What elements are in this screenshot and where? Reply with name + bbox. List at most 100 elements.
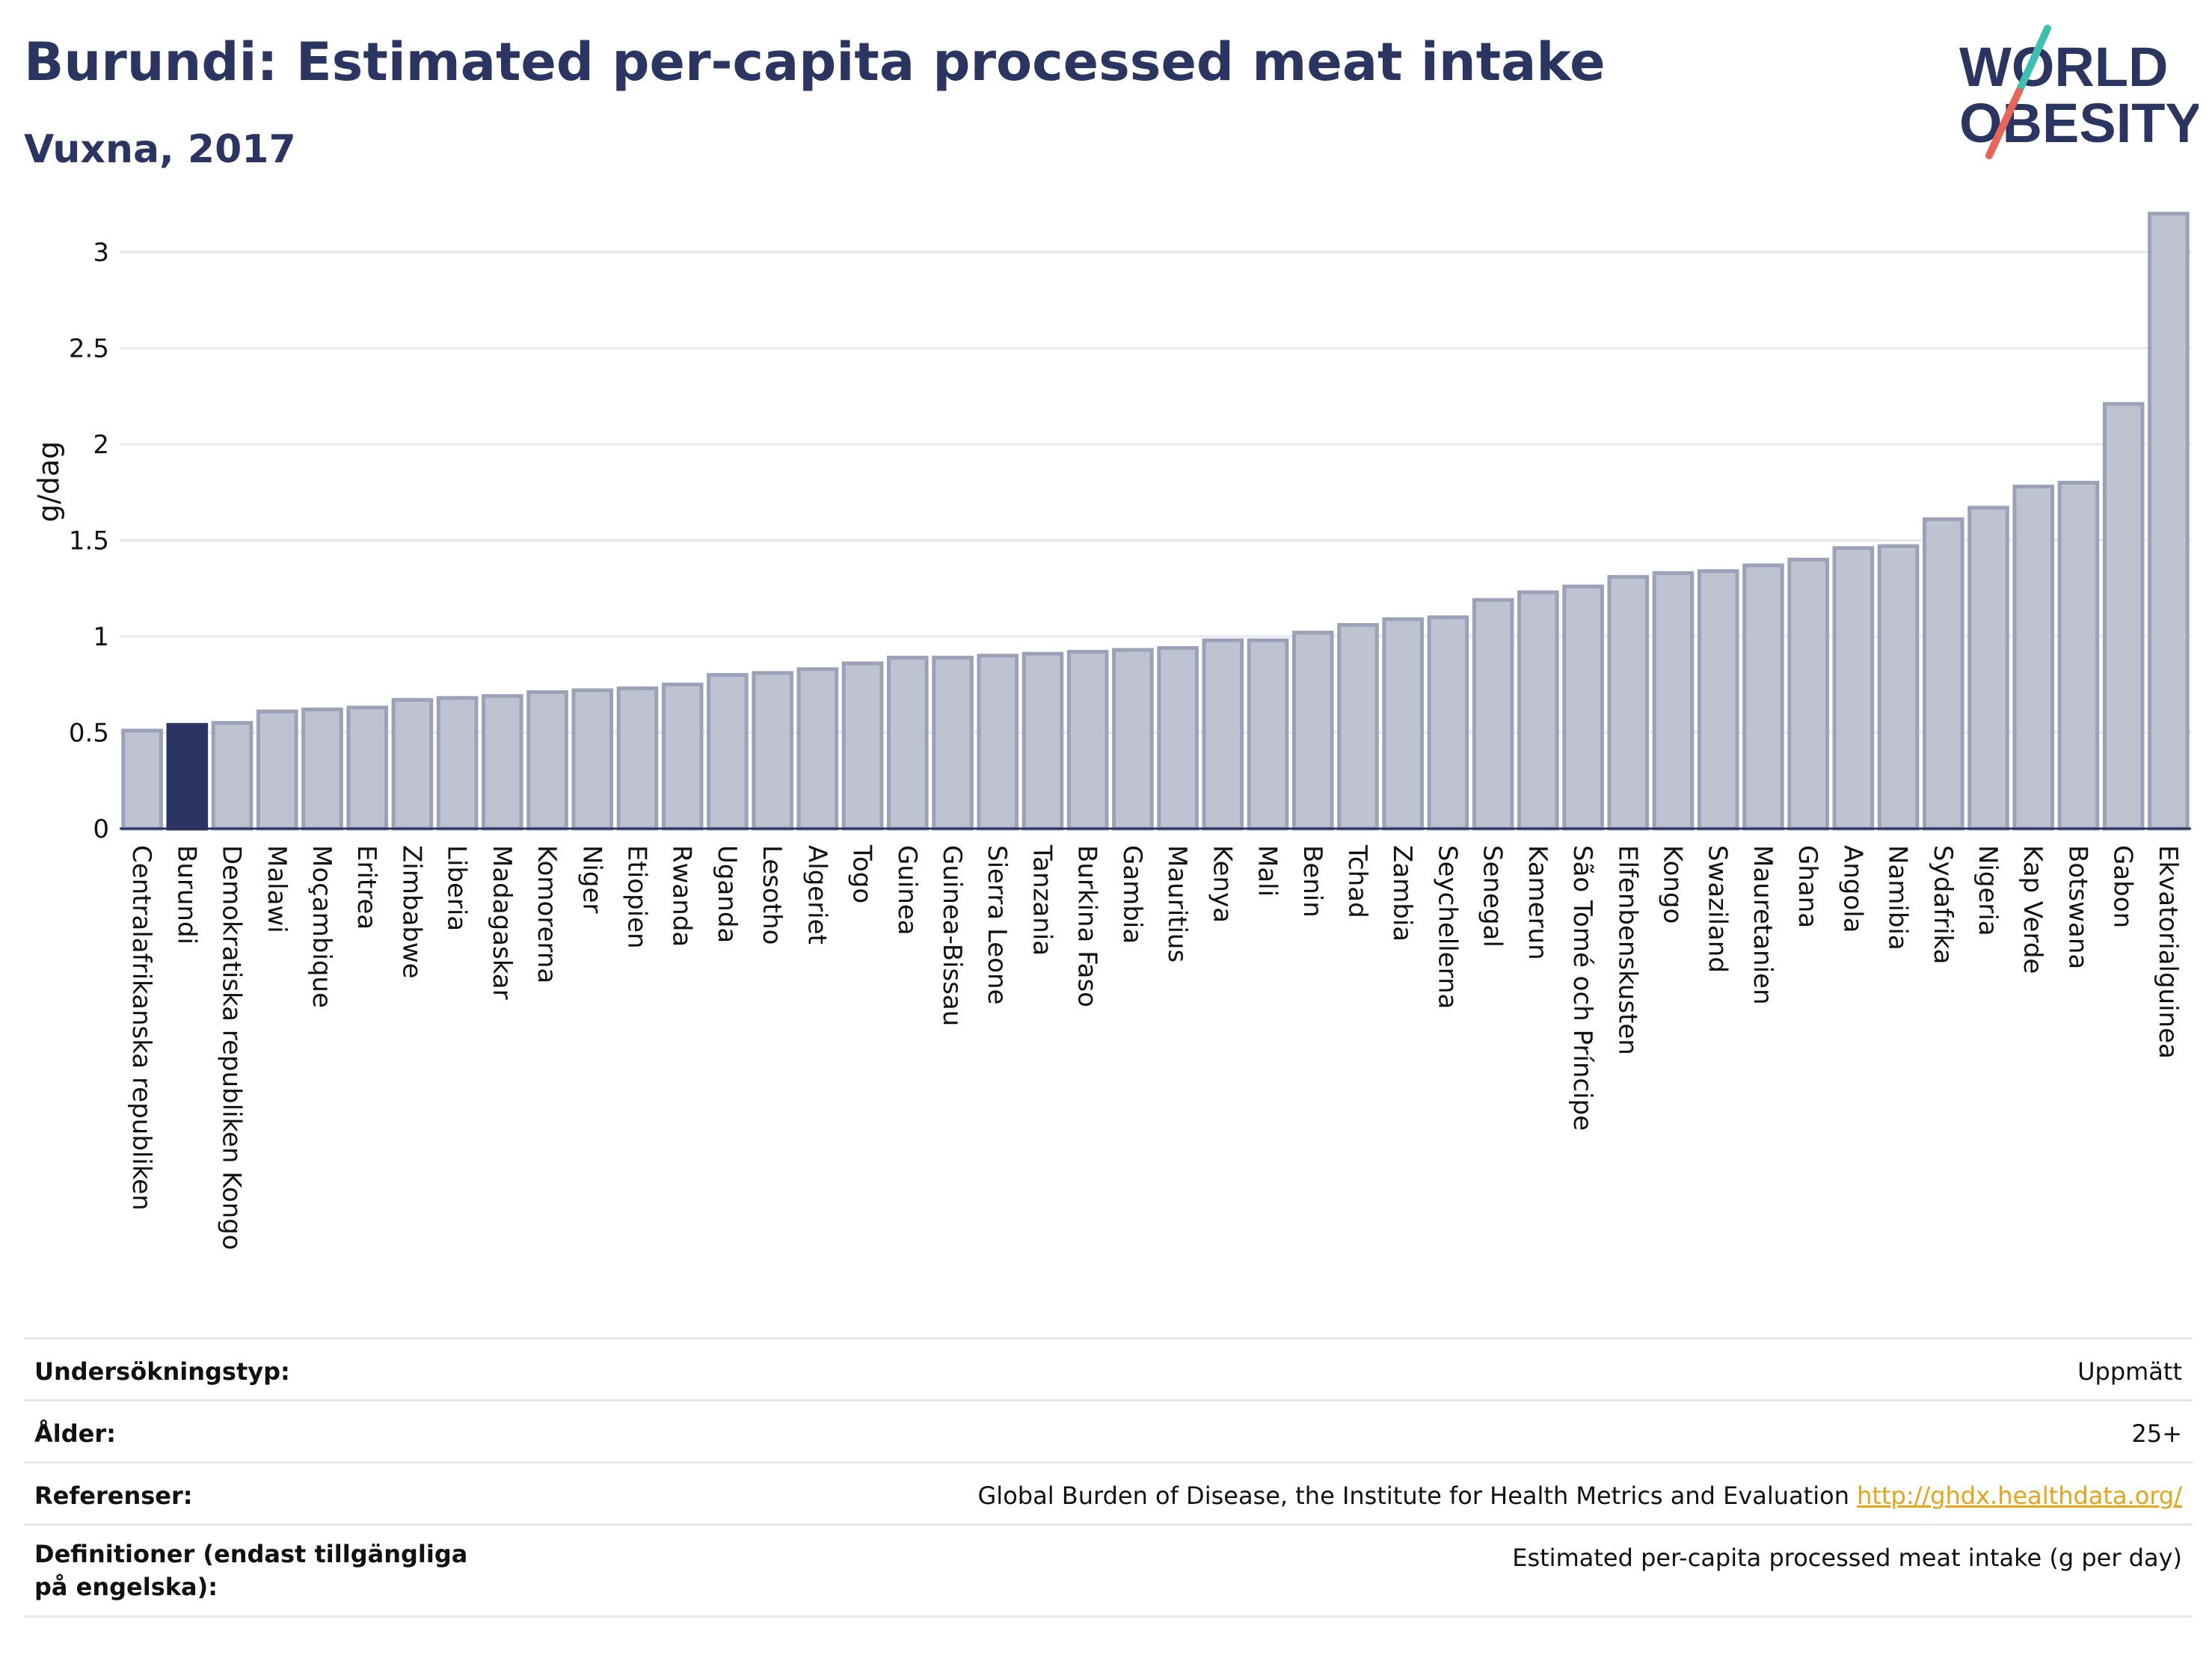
bar-tanzania[interactable] — [1021, 651, 1064, 831]
bar-ghana[interactable] — [1787, 557, 1829, 831]
bar-guinea-bissau[interactable] — [932, 655, 974, 831]
chart-title: Burundi: Estimated per-capita processed … — [24, 31, 1606, 93]
bar-tchad[interactable] — [1337, 623, 1379, 831]
bar-senegal[interactable] — [1472, 598, 1514, 831]
bar-burundi[interactable] — [166, 722, 209, 831]
x-tick-label: Etiopien — [622, 845, 652, 949]
x-tick-label: Tanzania — [1027, 844, 1057, 956]
x-tick-label: Kamerun — [1523, 845, 1552, 960]
x-tick-label: Sydafrika — [1928, 845, 1958, 964]
bar-namibia[interactable] — [1877, 544, 1920, 831]
bar-guinea[interactable] — [887, 655, 929, 831]
x-tick-label: Botswana — [2062, 845, 2092, 969]
x-tick-label: Burundi — [171, 845, 201, 945]
bar-togo[interactable] — [841, 661, 884, 831]
info-value-text: 25+ — [2131, 1419, 2182, 1448]
x-tick-label: Benin — [1297, 845, 1327, 918]
bar-nigeria[interactable] — [1967, 506, 2009, 831]
bar-eritrea[interactable] — [346, 705, 388, 831]
bar-malawi[interactable] — [256, 709, 298, 831]
bar-ekvatorialguinea[interactable] — [2148, 212, 2190, 831]
bar-mauritius[interactable] — [1157, 645, 1199, 831]
x-tick-label: Liberia — [442, 845, 472, 931]
bar-s-o-tom-och-pr-ncipe[interactable] — [1562, 584, 1604, 831]
x-tick-label: Sierra Leone — [982, 845, 1012, 1004]
bars — [121, 212, 2190, 831]
reference-link[interactable]: http://ghdx.healthdata.org/ — [1857, 1481, 2182, 1510]
logo-slash-teal — [2015, 25, 2051, 95]
bar-centralafrikanska-republiken[interactable] — [121, 728, 163, 831]
bar-botswana[interactable] — [2057, 480, 2100, 831]
bar-chart: 0 0.5 1 1.5 2 2.5 3 Centralafrikanska republik… — [32, 212, 2191, 1250]
bar-mali[interactable] — [1247, 638, 1289, 831]
y-axis-ticks: 0 0.5 1 1.5 2 2.5 3 — [69, 238, 109, 844]
x-tick-label: Gabon — [2108, 845, 2138, 928]
bar-uganda[interactable] — [707, 672, 749, 831]
bar-gambia[interactable] — [1112, 648, 1154, 831]
x-tick-label: Burkina Faso — [1072, 845, 1102, 1007]
bar-sierra-leone[interactable] — [977, 654, 1019, 831]
y-tick-label: 2.5 — [69, 334, 109, 364]
x-tick-label: Senegal — [1478, 845, 1508, 948]
x-tick-label: Eritrea — [351, 845, 381, 930]
bar-angola[interactable] — [1832, 546, 1875, 831]
logo-word-obesity: OBESITY — [1959, 92, 2199, 154]
x-tick-label: Angola — [1837, 845, 1867, 933]
y-tick-label: 1 — [93, 622, 109, 652]
bar-etiopien[interactable] — [616, 686, 659, 831]
bar-komorerna[interactable] — [526, 690, 568, 831]
info-label: Undersökningstyp: — [34, 1357, 290, 1386]
bar-lesotho[interactable] — [752, 671, 793, 831]
bar-seychellerna[interactable] — [1427, 615, 1469, 831]
info-label: Definitioner (endast tillgängliga på eng… — [34, 1540, 468, 1601]
x-tick-label: Nigeria — [1973, 845, 2003, 936]
y-axis-label: g/dag — [32, 441, 65, 522]
bar-mauretanien[interactable] — [1742, 563, 1784, 831]
y-tick-label: 3 — [93, 238, 109, 268]
bar-zambia[interactable] — [1382, 617, 1424, 831]
bar-swaziland[interactable] — [1697, 569, 1739, 831]
x-tick-label: Swaziland — [1703, 845, 1733, 973]
bar-kenya[interactable] — [1202, 638, 1244, 831]
bar-kap-verde[interactable] — [2012, 485, 2055, 831]
info-value: Global Burden of Disease, the Institute … — [978, 1481, 2183, 1510]
x-tick-label: Seychellerna — [1432, 845, 1462, 1009]
x-tick-label: Ghana — [1792, 845, 1822, 928]
bar-burkina-faso[interactable] — [1066, 650, 1109, 831]
bar-niger[interactable] — [571, 688, 614, 831]
bar-madagaskar[interactable] — [482, 694, 523, 831]
x-tick-label: Tchad — [1342, 844, 1372, 918]
info-label: Referenser: — [34, 1481, 193, 1510]
x-tick-label: Komorerna — [532, 845, 562, 983]
chart-subtitle: Vuxna, 2017 — [24, 127, 296, 172]
x-tick-label: Demokratiska republiken Kongo — [217, 845, 247, 1250]
x-tick-label: Kongo — [1658, 845, 1688, 924]
y-tick-label: 2 — [93, 430, 109, 460]
info-value: Uppmätt — [2077, 1357, 2182, 1386]
bar-mo-ambique[interactable] — [301, 707, 343, 831]
bar-kongo[interactable] — [1652, 571, 1695, 831]
info-row: Definitioner (endast tillgängliga på eng… — [24, 1523, 2193, 1618]
info-value: 25+ — [2131, 1419, 2182, 1448]
x-tick-label: Kap Verde — [2018, 845, 2047, 974]
bar-rwanda[interactable] — [661, 682, 704, 831]
x-tick-label: Guinea-Bissau — [937, 845, 967, 1026]
bar-kamerun[interactable] — [1517, 590, 1559, 831]
bar-benin[interactable] — [1291, 630, 1334, 831]
info-row: Undersökningstyp: Uppmätt — [24, 1337, 2193, 1399]
x-tick-label: Uganda — [712, 845, 742, 943]
x-tick-label: Elfenbenskusten — [1612, 845, 1642, 1055]
bar-gabon[interactable] — [2102, 402, 2145, 831]
info-value-text: Estimated per-capita processed meat inta… — [1512, 1544, 2182, 1572]
bar-liberia[interactable] — [436, 696, 479, 831]
bar-elfenbenskusten[interactable] — [1607, 574, 1650, 831]
info-row: Ålder: 25+ — [24, 1399, 2193, 1461]
logo-word-world: WORLD — [1959, 36, 2169, 98]
bar-zimbabwe[interactable] — [391, 698, 434, 831]
bar-demokratiska-republiken-kongo[interactable] — [211, 721, 254, 831]
bar-algeriet[interactable] — [796, 667, 839, 831]
info-value-text: Uppmätt — [2077, 1357, 2182, 1386]
x-tick-label: Rwanda — [667, 845, 697, 947]
x-tick-label: Lesotho — [757, 845, 787, 945]
bar-sydafrika[interactable] — [1923, 517, 1964, 831]
